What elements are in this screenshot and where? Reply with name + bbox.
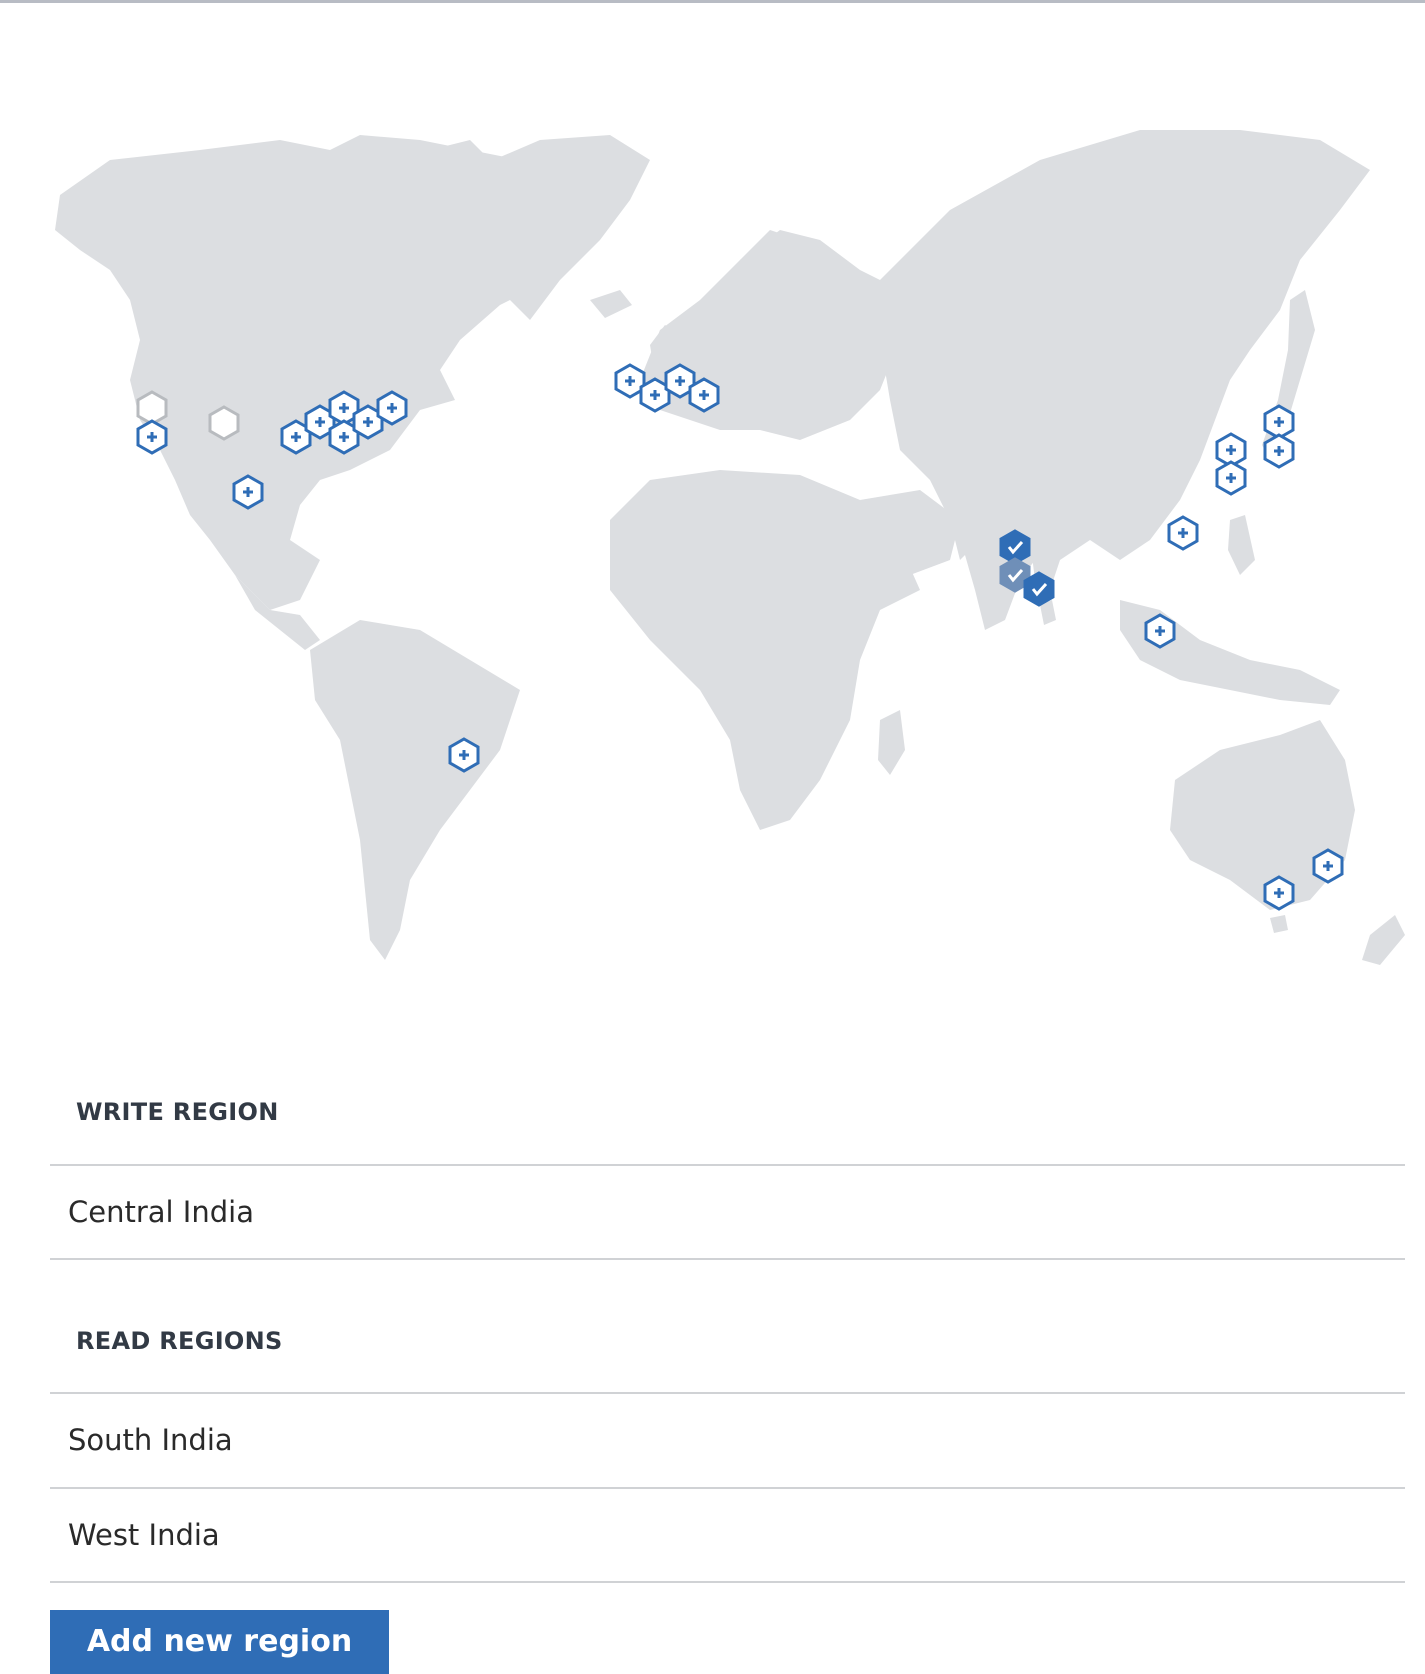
- check-hexagon-icon[interactable]: [1023, 571, 1055, 607]
- plus-icon: [339, 403, 349, 413]
- hexagon-icon: [136, 390, 168, 426]
- write-region-heading: WRITE REGION: [76, 1098, 279, 1126]
- plus-icon: [291, 432, 301, 442]
- plus-icon: [387, 403, 397, 413]
- plus-icon: [1274, 446, 1284, 456]
- divider: [50, 1581, 1405, 1583]
- plus-hexagon-icon[interactable]: [448, 737, 480, 773]
- plus-hexagon-icon[interactable]: [1167, 515, 1199, 551]
- check-hexagon-icon[interactable]: [999, 557, 1031, 593]
- plus-icon: [147, 432, 157, 442]
- plus-hexagon-icon[interactable]: [664, 363, 696, 399]
- plus-icon: [1178, 528, 1188, 538]
- plus-hexagon-icon[interactable]: [1263, 404, 1295, 440]
- read-regions-heading: READ REGIONS: [76, 1327, 283, 1355]
- check-icon: [1031, 582, 1048, 597]
- world-map: [55, 130, 1405, 965]
- divider: [50, 1258, 1405, 1260]
- plus-icon: [1226, 445, 1236, 455]
- write-region-central-india[interactable]: Central India: [68, 1195, 254, 1229]
- read-region-west-india[interactable]: West India: [68, 1518, 220, 1552]
- check-icon: [1007, 568, 1024, 583]
- plus-icon: [243, 487, 253, 497]
- plus-icon: [1226, 473, 1236, 483]
- check-icon: [1007, 540, 1024, 555]
- plus-hexagon-icon[interactable]: [1263, 433, 1295, 469]
- land-masses: [55, 130, 1405, 965]
- plus-icon: [1155, 626, 1165, 636]
- divider: [50, 1487, 1405, 1489]
- plus-hexagon-icon[interactable]: [614, 363, 646, 399]
- plus-icon: [1274, 417, 1284, 427]
- read-region-south-india[interactable]: South India: [68, 1423, 233, 1457]
- plus-hexagon-icon[interactable]: [376, 390, 408, 426]
- plus-hexagon-icon[interactable]: [1312, 848, 1344, 884]
- plus-hexagon-icon[interactable]: [1263, 875, 1295, 911]
- plus-icon: [1274, 888, 1284, 898]
- plus-hexagon-icon[interactable]: [136, 419, 168, 455]
- plus-icon: [1323, 861, 1333, 871]
- plus-icon: [459, 750, 469, 760]
- plus-hexagon-icon[interactable]: [1215, 460, 1247, 496]
- divider: [50, 1164, 1405, 1166]
- plus-hexagon-icon[interactable]: [688, 377, 720, 413]
- plus-icon: [363, 417, 373, 427]
- plus-icon: [650, 390, 660, 400]
- plus-icon: [699, 390, 709, 400]
- plus-icon: [675, 376, 685, 386]
- divider: [50, 1392, 1405, 1394]
- plus-icon: [339, 432, 349, 442]
- plus-hexagon-icon[interactable]: [232, 474, 264, 510]
- plus-icon: [315, 417, 325, 427]
- top-divider: [0, 0, 1425, 3]
- hexagon-icon: [208, 405, 240, 441]
- plus-hexagon-icon[interactable]: [1144, 613, 1176, 649]
- plus-icon: [625, 376, 635, 386]
- region-markers: [136, 363, 1344, 911]
- add-new-region-button[interactable]: Add new region: [50, 1610, 389, 1674]
